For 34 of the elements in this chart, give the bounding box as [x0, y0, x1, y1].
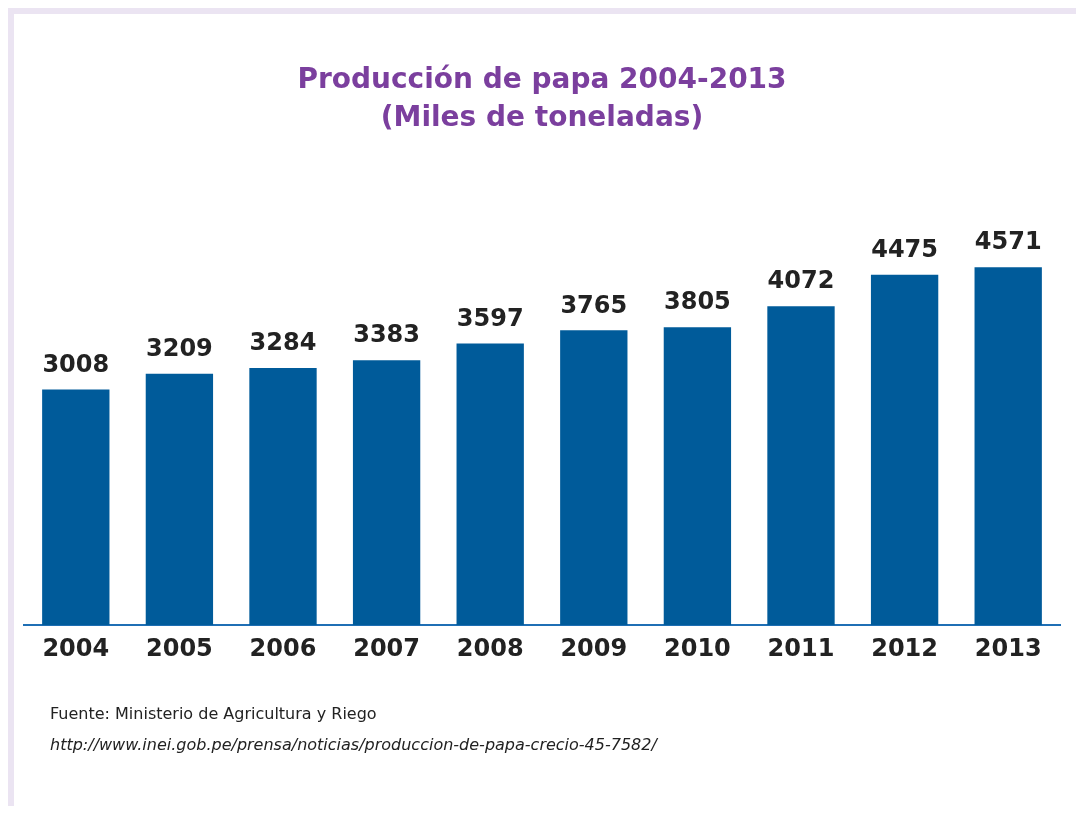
data-label: 4571 — [974, 227, 1042, 256]
data-label: 3765 — [560, 290, 628, 319]
x-tick-label: 2013 — [974, 633, 1042, 662]
data-label: 3008 — [42, 349, 110, 378]
x-tick-label: 2009 — [560, 633, 628, 662]
x-tick-label: 2010 — [664, 633, 731, 662]
source-note: Fuente: Ministerio de Agricultura y Riego — [50, 704, 378, 723]
data-label: 4475 — [871, 234, 938, 263]
bar — [456, 343, 524, 626]
data-label: 3805 — [664, 287, 731, 316]
x-tick-label: 2011 — [767, 633, 835, 662]
bar — [42, 389, 110, 626]
data-label: 3597 — [456, 303, 524, 332]
chart-title: Producción de papa 2004-2013 — [297, 62, 787, 96]
data-label: 3383 — [353, 320, 420, 349]
text: http://www.inei.gob.pe/prensa/noticias/produccion-de-papa-crecio-45-7582/ — [50, 735, 659, 754]
x-tick-label: 2005 — [146, 633, 213, 662]
x-tick-label: 2006 — [249, 633, 317, 662]
x-tick-label: 2008 — [456, 633, 524, 662]
x-tick-label: 2007 — [353, 633, 420, 662]
chart-subtitle: (Miles de toneladas) — [380, 99, 704, 133]
bar — [560, 330, 628, 626]
bar — [352, 360, 421, 626]
data-label: 3209 — [146, 334, 213, 363]
bar — [974, 267, 1042, 626]
data-label: 4072 — [767, 266, 835, 295]
bar — [870, 274, 939, 626]
bar — [767, 306, 835, 626]
bar — [663, 327, 732, 626]
bar — [145, 373, 214, 626]
bar — [249, 367, 317, 626]
x-tick-label: 2012 — [871, 633, 938, 662]
x-tick-label: 2004 — [42, 633, 110, 662]
data-label: 3284 — [249, 328, 317, 357]
